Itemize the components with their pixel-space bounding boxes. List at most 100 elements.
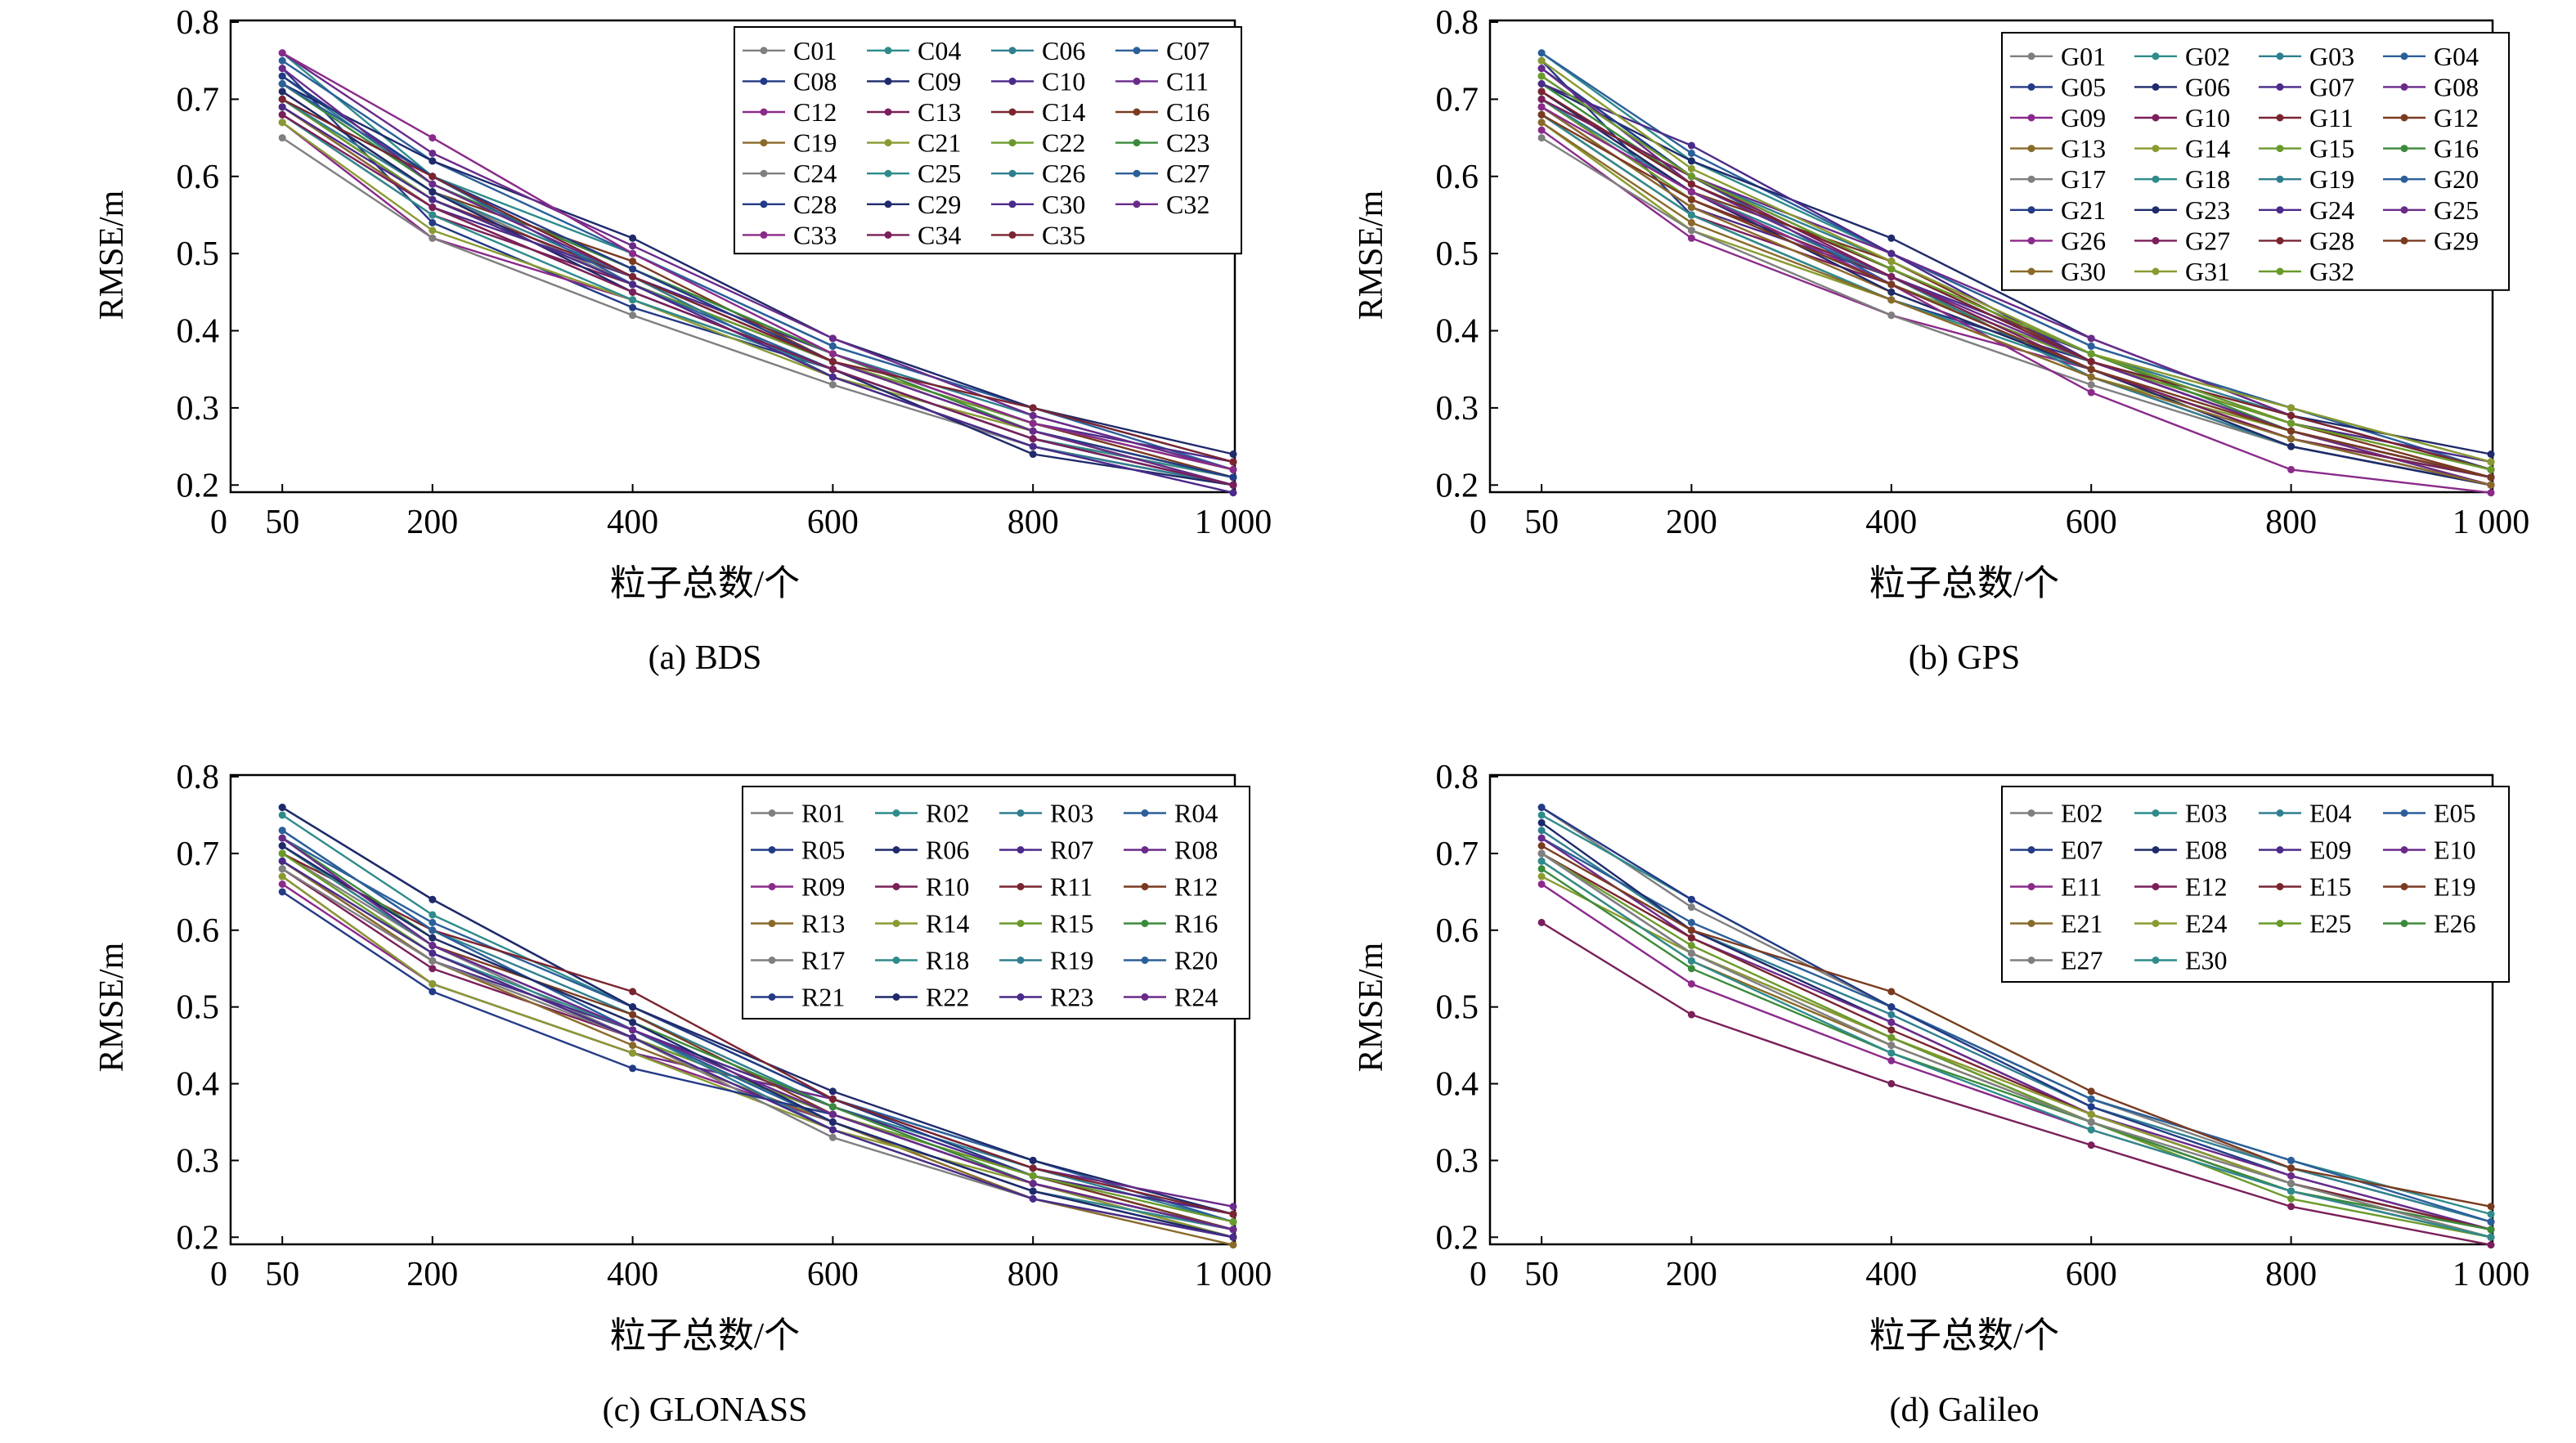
legend-label: R07 xyxy=(1050,836,1093,865)
y-tick-label: 0.4 xyxy=(177,313,220,351)
legend-marker xyxy=(2027,809,2035,817)
legend-marker xyxy=(2276,206,2284,214)
data-point xyxy=(629,988,637,996)
data-point xyxy=(828,350,837,358)
series-line-g28 xyxy=(1541,90,2492,471)
data-point xyxy=(2087,373,2095,381)
data-point xyxy=(629,303,637,311)
data-point xyxy=(1537,103,1546,111)
y-tick-label: 0.3 xyxy=(177,390,220,428)
data-point xyxy=(2087,1087,2095,1096)
data-point xyxy=(1229,481,1237,489)
data-point xyxy=(2487,1203,2495,1211)
series-line-c07 xyxy=(281,60,1234,471)
series-line-e10 xyxy=(1541,837,2492,1231)
y-tick-label: 0.7 xyxy=(1436,81,1479,119)
data-point xyxy=(1687,218,1695,226)
x-axis-label: 粒子总数/个 xyxy=(610,563,800,603)
data-point xyxy=(1687,979,1695,988)
data-point xyxy=(2287,411,2296,419)
legend-label: C30 xyxy=(1042,190,1085,219)
legend-marker xyxy=(2400,846,2408,854)
data-point xyxy=(278,65,286,73)
y-tick-label: 0.2 xyxy=(177,1219,220,1257)
data-point xyxy=(2087,342,2095,350)
data-point xyxy=(1229,1203,1237,1211)
legend-marker xyxy=(1141,883,1149,890)
legend-marker xyxy=(2400,114,2408,122)
legend-label: E02 xyxy=(2061,799,2103,828)
data-point xyxy=(2087,350,2095,358)
data-point xyxy=(2287,435,2296,443)
legend-marker xyxy=(760,200,768,208)
legend-label: R14 xyxy=(926,909,969,939)
y-axis-label: RMSE/m xyxy=(93,190,131,320)
legend-label: C33 xyxy=(793,220,837,249)
legend-label: G17 xyxy=(2061,164,2106,194)
legend-marker xyxy=(2400,206,2408,214)
x-tick-label: 0 xyxy=(1470,504,1487,541)
series-line-e19 xyxy=(1541,845,2492,1208)
legend-marker xyxy=(768,846,776,854)
x-tick-label: 1 000 xyxy=(1195,1256,1272,1293)
legend-marker xyxy=(2027,846,2035,854)
x-tick-label: 800 xyxy=(2265,504,2317,541)
legend-label: G28 xyxy=(2309,226,2354,255)
legend-label: E12 xyxy=(2185,872,2228,902)
series-line-c11 xyxy=(281,52,1234,471)
data-point xyxy=(2487,1233,2495,1241)
y-tick-label: 0.6 xyxy=(1436,912,1479,950)
legend-marker xyxy=(884,77,892,85)
x-tick-label: 0 xyxy=(1470,1256,1487,1293)
panel-galileo: (d) Galileo 粒子总数/个 RMSE/m 0.2 0.3 0.4 0.5 0.… xyxy=(1353,759,2529,1429)
legend-marker xyxy=(760,77,768,85)
x-tick-label: 50 xyxy=(1524,504,1559,541)
legend-marker xyxy=(2027,114,2035,122)
data-point xyxy=(1687,195,1695,204)
legend-label: G23 xyxy=(2185,195,2230,225)
legend-label: C06 xyxy=(1042,36,1085,65)
legend-marker xyxy=(1008,200,1016,208)
data-point xyxy=(1537,95,1546,103)
legend-label: E03 xyxy=(2185,799,2228,828)
data-point xyxy=(1887,288,1896,296)
legend-marker xyxy=(2152,145,2160,153)
data-point xyxy=(629,249,637,258)
legend-marker xyxy=(768,883,776,890)
legend-marker xyxy=(2152,52,2160,60)
data-point xyxy=(1887,280,1896,289)
x-tick-label: 200 xyxy=(1666,504,1717,541)
legend-label: G30 xyxy=(2061,257,2106,286)
series-line-g25 xyxy=(1541,67,2492,486)
data-point xyxy=(2087,357,2095,365)
legend-marker xyxy=(1016,883,1025,890)
data-point xyxy=(629,1003,637,1011)
legend-label: R03 xyxy=(1050,799,1093,828)
data-point xyxy=(278,80,286,88)
legend-label: C10 xyxy=(1042,66,1085,96)
data-point xyxy=(828,381,837,389)
data-point xyxy=(278,811,286,819)
legend-label: R22 xyxy=(926,983,969,1012)
data-point xyxy=(1537,80,1546,88)
data-point xyxy=(1229,1241,1237,1249)
x-tick-label: 200 xyxy=(406,1256,458,1293)
data-point xyxy=(629,1033,637,1042)
legend-marker xyxy=(2400,883,2408,890)
data-point xyxy=(278,880,286,888)
panel-gps: (b) GPS 粒子总数/个 RMSE/m 0.2 0.3 0.4 0.5 0.6 0.7… xyxy=(1353,4,2529,677)
legend-label: E11 xyxy=(2061,872,2102,902)
legend-label: E25 xyxy=(2309,909,2352,939)
data-point xyxy=(1537,865,1546,873)
y-tick-label: 0.7 xyxy=(177,836,220,873)
y-tick-label: 0.3 xyxy=(177,1142,220,1180)
data-point xyxy=(429,226,437,235)
data-point xyxy=(1029,1194,1037,1203)
legend-label: C21 xyxy=(918,128,961,158)
data-point xyxy=(1887,1049,1896,1057)
legend-marker xyxy=(1016,809,1025,817)
data-point xyxy=(828,1103,837,1111)
series-line-e15 xyxy=(1541,852,2492,1231)
legend-marker xyxy=(892,883,900,890)
x-tick-label: 400 xyxy=(1865,504,1917,541)
